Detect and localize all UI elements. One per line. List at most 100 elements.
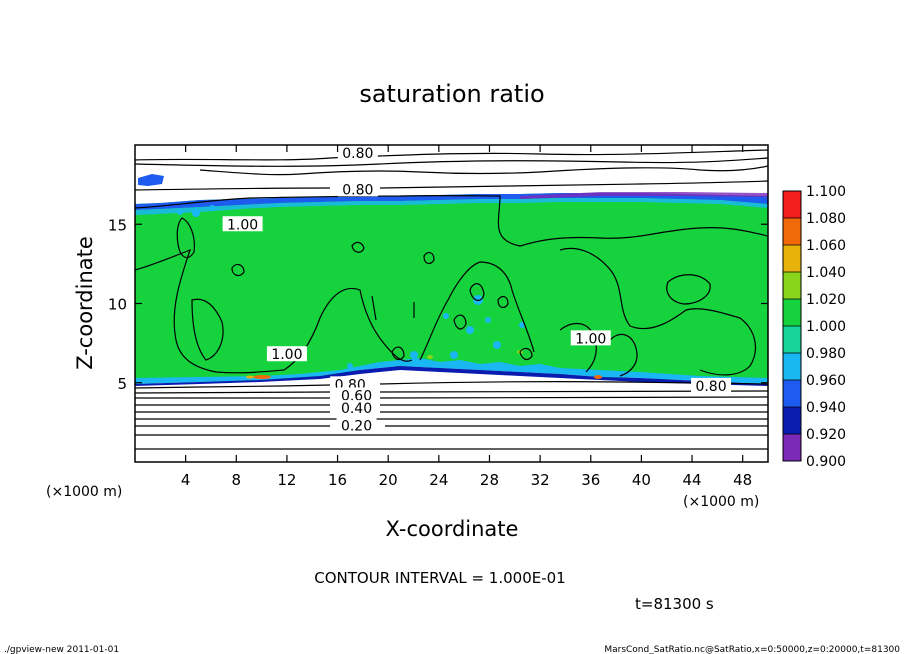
x-tick-label: 48 — [733, 471, 752, 489]
left-blue-patch — [138, 174, 164, 186]
colorbar-segment — [783, 380, 801, 407]
colorbar-label: 0.980 — [806, 346, 846, 362]
contour-label-bg — [570, 330, 611, 346]
contour-lines — [134, 149, 769, 450]
lower-cyan-band — [135, 358, 768, 384]
colorbar-segment — [783, 326, 801, 353]
contour-label: 1.00 — [227, 217, 258, 233]
colorbar-segment — [783, 434, 801, 461]
contour-label: 0.80 — [342, 182, 373, 198]
upper-cyan-band — [135, 198, 768, 215]
contour-line — [176, 217, 195, 259]
colorbar-segment — [783, 218, 801, 245]
contour-line — [391, 346, 405, 361]
plot-area: 0.800.801.001.001.000.80 0.800.600.400.20… — [108, 144, 769, 489]
upper-boundary-band — [135, 193, 768, 210]
contour-label: 0.40 — [341, 401, 372, 417]
colorbar-segment — [783, 272, 801, 299]
contour-label: 0.80 — [342, 146, 373, 162]
x-tick-label: 44 — [682, 471, 701, 489]
contour-line — [379, 396, 769, 399]
x-tick-label: 4 — [181, 471, 191, 489]
contour-line — [469, 283, 485, 301]
contour-label-bg — [691, 377, 732, 393]
x-tick-label: 8 — [232, 471, 242, 489]
footer-right: MarsCond_SatRatio.nc@SatRatio,x=0:50000,… — [604, 645, 900, 654]
contour-interval-text: CONTOUR INTERVAL = 1.000E-01 — [314, 569, 565, 587]
colorbar-segment — [783, 299, 801, 326]
upper-purple-streak — [520, 192, 768, 199]
contour-line — [134, 149, 769, 161]
colorbar-label: 0.960 — [806, 373, 846, 389]
contour-label-bg — [336, 387, 377, 403]
contour-line — [519, 347, 533, 361]
contour-label: 0.20 — [341, 419, 372, 435]
y-tick-label: 5 — [117, 375, 127, 393]
contour-label: 1.00 — [575, 331, 606, 347]
contour-line — [134, 248, 413, 374]
x-tick-label: 16 — [328, 471, 347, 489]
x-unit-right: (×1000 m) — [683, 494, 759, 510]
colorbar-label: 1.040 — [806, 265, 846, 281]
x-tick-label: 32 — [531, 471, 550, 489]
contour-line — [453, 314, 467, 330]
contour-label-bg — [222, 216, 263, 232]
y-tick-label: 15 — [108, 216, 127, 234]
colorbar-segment — [783, 191, 801, 218]
colorbar-segment — [783, 407, 801, 434]
contour-line — [423, 251, 435, 265]
footer-left: ./gpview-new 2011-01-01 — [4, 645, 119, 654]
contour-line — [134, 157, 769, 167]
y-axis-label: Z-coordinate — [73, 236, 97, 370]
contour-label: 0.80 — [695, 379, 726, 395]
colorbar-label: 1.000 — [806, 319, 846, 335]
colorbar-label: 0.900 — [806, 454, 846, 470]
contour-line — [134, 187, 331, 191]
colorbar-label: 1.020 — [806, 292, 846, 308]
contour-line — [351, 241, 365, 253]
contour-label: 1.00 — [271, 347, 302, 363]
contour-line — [497, 295, 509, 309]
chart-title: saturation ratio — [359, 80, 544, 108]
contour-line — [134, 194, 769, 247]
contour-line — [134, 391, 331, 394]
time-text: t=81300 s — [635, 595, 714, 613]
contour-label-bg — [337, 144, 378, 160]
contour-line — [379, 180, 769, 189]
contour-line — [134, 384, 331, 389]
x-unit-left: (×1000 m) — [46, 484, 122, 500]
contour-label-bg — [336, 400, 377, 416]
contour-labels: 0.800.801.001.001.000.80 0.800.600.400.20 — [222, 144, 732, 435]
contour-line — [609, 333, 638, 377]
colorbar-label: 0.920 — [806, 427, 846, 443]
contour-line — [559, 247, 757, 376]
x-tick-label: 36 — [581, 471, 600, 489]
colorbar-segment — [783, 353, 801, 380]
contour-line — [666, 274, 711, 305]
colorbar-segment — [783, 245, 801, 272]
contour-line — [231, 263, 245, 277]
supersaturated-patches — [246, 350, 602, 379]
colorbar: 0.900 0.920 0.940 0.960 0.980 1.000 1.020 1.040… — [782, 184, 846, 470]
y-tick-label: 10 — [108, 296, 127, 314]
contour-label-bg — [337, 181, 378, 197]
colorbar-label: 1.080 — [806, 211, 846, 227]
y-ticks: 5 10 15 — [108, 216, 768, 393]
x-ticks: 4 8 12 16 20 24 28 32 36 40 44 48 — [181, 145, 752, 489]
contour-line — [419, 261, 535, 361]
contour-line — [199, 165, 769, 176]
colorbar-label: 1.060 — [806, 238, 846, 254]
x-tick-label: 20 — [379, 471, 398, 489]
x-tick-label: 12 — [277, 471, 296, 489]
contour-line — [191, 298, 224, 361]
contour-label-bg — [336, 417, 377, 433]
x-tick-label: 28 — [480, 471, 499, 489]
contour-label-bg — [266, 346, 307, 362]
colorbar-label: 1.100 — [806, 184, 846, 200]
x-tick-label: 24 — [429, 471, 448, 489]
colorbar-label: 0.940 — [806, 400, 846, 416]
x-tick-label: 40 — [632, 471, 651, 489]
x-axis-label: X-coordinate — [386, 517, 519, 541]
contour-line — [371, 295, 377, 321]
